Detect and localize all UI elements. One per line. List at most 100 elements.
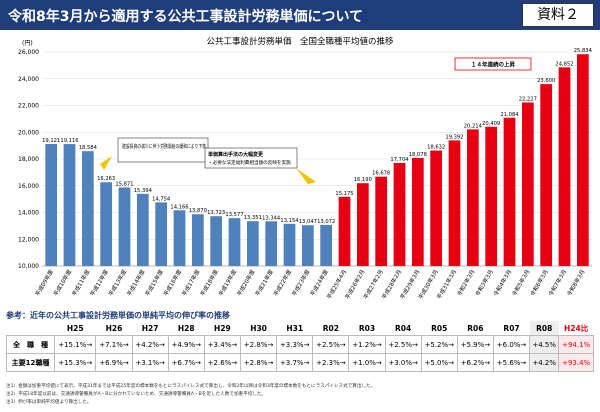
bar bbox=[576, 54, 589, 267]
note: 注2）平成18年度以前は、交通誘導警備員がA・Bに分かれていないため、交通誘導警… bbox=[6, 392, 267, 397]
corner-cell bbox=[7, 321, 55, 336]
table-cell: +6.9%→ bbox=[95, 353, 133, 372]
data-label: 16,263 bbox=[97, 176, 115, 182]
data-label: 15,871 bbox=[115, 181, 133, 187]
x-tick-label: 平成20年度 bbox=[235, 268, 257, 298]
notes: 注1）金額は加重平均値にて表示。平成31年までは平成25年度の標本数をもとにラス… bbox=[6, 383, 596, 407]
data-label: 19,392 bbox=[445, 134, 463, 140]
annotation: 建設投資の減少に伴う労務需給の緩和により下落 bbox=[100, 137, 209, 170]
data-label: 15,394 bbox=[134, 188, 153, 194]
data-label: 18,584 bbox=[79, 145, 98, 151]
table-cell: +3.3%→ bbox=[276, 335, 314, 354]
bar bbox=[210, 216, 223, 266]
table-cell: +2.8%→ bbox=[239, 353, 278, 372]
table: H25 H26 H27 H28 H29 H30 H31 R02 R03 R04 R05 R06 R07 R… bbox=[6, 321, 594, 372]
bar bbox=[466, 129, 479, 266]
x-tick-label: 平成13年度 bbox=[107, 268, 129, 298]
x-tick-label: 平成12年度 bbox=[88, 268, 110, 298]
table-cell: +5.6%→ bbox=[492, 353, 531, 372]
table-header-row: H25 H26 H27 H28 H29 H30 H31 R02 R03 R04 R05 R06 R07 R… bbox=[7, 321, 594, 336]
y-tick-label: 20,000 bbox=[18, 129, 39, 136]
data-label: 21,084 bbox=[500, 112, 519, 118]
y-tick-label: 22,000 bbox=[18, 103, 39, 110]
table-cell: +1.0%→ bbox=[348, 353, 386, 372]
badge: 資料２ bbox=[522, 3, 594, 27]
data-label: 13,047 bbox=[299, 219, 317, 225]
y-tick-label: 24,000 bbox=[18, 76, 39, 83]
data-label: 14,166 bbox=[170, 204, 188, 210]
column-header: R03 bbox=[358, 323, 376, 333]
bar bbox=[228, 218, 241, 266]
bar bbox=[320, 224, 333, 266]
y-tick-label: 14,000 bbox=[18, 210, 39, 217]
data-label: 19,121 bbox=[42, 138, 60, 144]
table-cell: +2.8%→ bbox=[239, 335, 278, 354]
bar bbox=[173, 210, 186, 266]
x-tick-label: 平成19年度 bbox=[217, 268, 239, 298]
header: 令和8年3月から適用する公共工事設計労務単価について 資料２ bbox=[0, 0, 600, 30]
data-label: 13,072 bbox=[317, 219, 335, 225]
bar bbox=[393, 162, 406, 266]
x-tick-label: 令和5年3月 bbox=[510, 268, 532, 298]
column-header: H28 bbox=[177, 323, 195, 333]
x-tick-label: 令和4年3月 bbox=[492, 268, 514, 298]
table-row: 主要12職種 +15.3%→ +6.9%→ +3.1%→ +6.7%→ +2.6%→ +2.… bbox=[6, 353, 594, 372]
bar bbox=[100, 182, 113, 266]
table-cell: +5.9%→ bbox=[456, 335, 494, 354]
table-cell: +6.7%→ bbox=[167, 353, 205, 372]
bar bbox=[430, 150, 443, 266]
bar bbox=[448, 140, 461, 266]
table-cell: +4.2% bbox=[529, 353, 560, 372]
column-header: H27 bbox=[141, 323, 159, 333]
data-label: 13,344 bbox=[262, 215, 281, 221]
annotation: 単価算出手法の大幅変更・必要な法定福利費相当額の反映を実施 bbox=[204, 147, 316, 184]
annotation-line: 建設投資の減少に伴う労務需給の緩和により下落 bbox=[122, 143, 206, 150]
annotation-text: 建設投資の減少に伴う労務需給の緩和により下落 bbox=[122, 143, 206, 150]
arrow bbox=[296, 168, 316, 184]
column-header: R04 bbox=[395, 323, 412, 333]
x-tick-label: 令和6年3月 bbox=[528, 268, 550, 298]
y-tick-label: 18,000 bbox=[18, 156, 39, 163]
x-tick-label: 令和2年3月 bbox=[455, 268, 477, 298]
bar bbox=[558, 67, 571, 267]
column-header: R02 bbox=[322, 323, 339, 333]
table-cell: +1.2%→ bbox=[348, 335, 386, 354]
annotation-text: 単価算出手法の大幅変更 bbox=[208, 151, 264, 158]
y-unit: (円) bbox=[22, 40, 33, 47]
x-tick-label: 平成15年度 bbox=[143, 268, 165, 298]
bar bbox=[155, 202, 168, 266]
x-tick-label: 平成14年度 bbox=[125, 268, 147, 298]
bar bbox=[503, 117, 516, 267]
annotation-text: １４年連続の上昇 bbox=[471, 61, 516, 69]
y-tick-label: 16,000 bbox=[18, 183, 39, 190]
table-cell: +15.1%→ bbox=[53, 335, 97, 354]
bar bbox=[356, 183, 369, 266]
table-cell: +2.5%→ bbox=[384, 335, 422, 354]
table-cell: +93.4% bbox=[558, 353, 594, 372]
y-tick-label: 10,000 bbox=[18, 263, 39, 270]
bar bbox=[375, 176, 388, 266]
table-cell: +2.5%→ bbox=[312, 335, 350, 354]
bar bbox=[540, 84, 553, 266]
bar bbox=[81, 151, 94, 266]
bar bbox=[485, 126, 498, 266]
bar bbox=[45, 144, 58, 266]
x-tick-label: 平成09年度 bbox=[33, 268, 55, 298]
column-header: H29 bbox=[214, 323, 231, 333]
x-tick-label: 平成16年度 bbox=[162, 268, 184, 298]
table-cell: +6.2%→ bbox=[456, 353, 494, 372]
note: 注3）伸び率は単純平均値より算出した。 bbox=[6, 400, 92, 405]
x-tick-label: 平成22年度 bbox=[272, 268, 294, 298]
x-tick-label: 平成21年度 bbox=[253, 268, 275, 298]
x-tick-label: 平成11年度 bbox=[70, 268, 92, 298]
column-header: H24比 bbox=[564, 323, 589, 333]
row-header: 主要12職種 bbox=[6, 353, 55, 372]
arrow bbox=[100, 156, 112, 170]
data-label: 18,078 bbox=[409, 152, 427, 158]
column-header: H30 bbox=[250, 323, 267, 333]
table-cell: +3.4%→ bbox=[203, 335, 241, 354]
data-label: 17,704 bbox=[390, 157, 409, 163]
data-label: 13,577 bbox=[225, 212, 243, 218]
column-header: R06 bbox=[467, 323, 484, 333]
